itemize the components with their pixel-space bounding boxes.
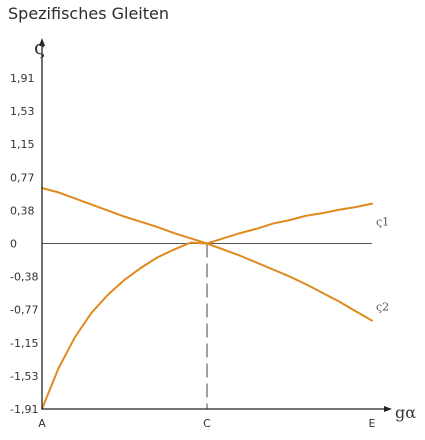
x-tick-label: E xyxy=(369,417,376,430)
y-tick-label: -0,77 xyxy=(10,304,38,317)
y-tick-label: -1,15 xyxy=(10,337,38,350)
x-axis-arrow xyxy=(384,406,392,412)
series-label-2: ς2 xyxy=(376,301,389,314)
chart-title: Spezifisches Gleiten xyxy=(8,4,170,23)
labels: ς1 ς2 1,91 1,53 1,15 0,77 0,38 0 -0,38 -0,77 -1,15… xyxy=(10,35,416,430)
series-line-2 xyxy=(41,187,373,322)
y-tick-label: -1,53 xyxy=(10,370,38,383)
y-tick-label: -1,91 xyxy=(10,403,38,416)
series-label-1: ς1 xyxy=(376,216,389,229)
y-axis-label: ς xyxy=(34,35,45,59)
y-tick-label: 0,38 xyxy=(10,204,35,217)
y-tick-label: -0,38 xyxy=(10,271,38,284)
reference-lines xyxy=(42,243,372,409)
x-tick-label: A xyxy=(38,417,46,430)
x-axis-label: gα xyxy=(395,403,416,422)
axes xyxy=(39,38,392,412)
series-layer xyxy=(41,187,373,410)
y-tick-label: 1,15 xyxy=(10,138,35,151)
x-tick-label: C xyxy=(203,417,211,430)
y-axis-arrow xyxy=(39,38,45,46)
y-tick-label: 0 xyxy=(10,238,17,251)
y-tick-label: 1,91 xyxy=(10,72,35,85)
y-tick-label: 0,77 xyxy=(10,171,35,184)
y-tick-label: 1,53 xyxy=(10,105,35,118)
